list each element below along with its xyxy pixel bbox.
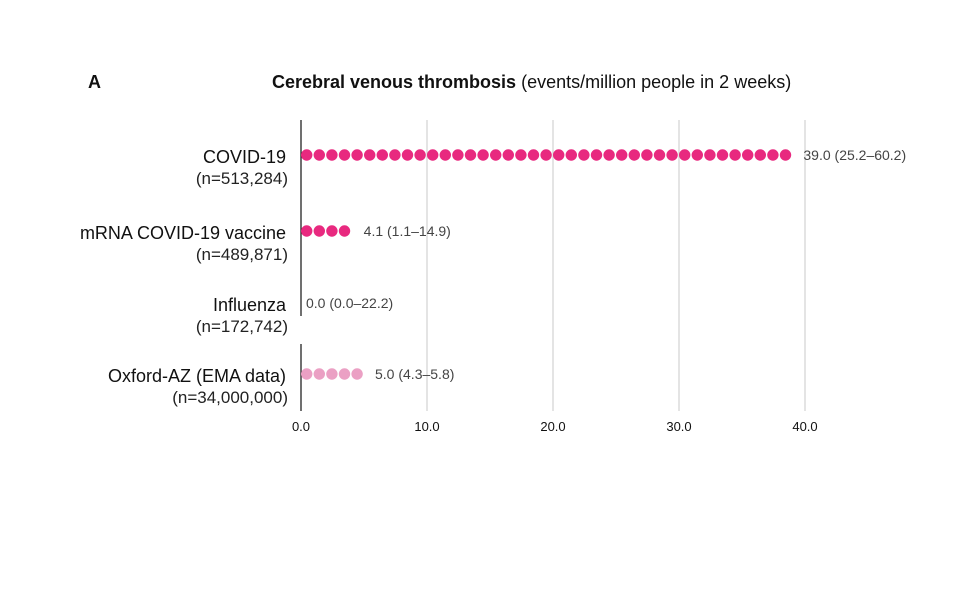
bar-dot — [477, 149, 489, 161]
bar-dot — [565, 149, 577, 161]
x-tick-label: 30.0 — [666, 419, 691, 434]
x-tick-label: 40.0 — [792, 419, 817, 434]
bar-dot — [464, 149, 477, 161]
bar-dot — [338, 225, 351, 237]
chart-title-rest: (events/million people in 2 weeks) — [516, 72, 792, 92]
bar-dot — [616, 149, 628, 161]
bar-dot — [666, 149, 678, 161]
bar-dot — [653, 149, 666, 161]
bar-dot — [376, 149, 388, 161]
bar-dot — [326, 225, 338, 237]
bar-dot — [351, 368, 363, 380]
bar-dot — [767, 149, 779, 161]
bar-dot — [527, 149, 540, 161]
bar-dot — [628, 149, 640, 161]
bar-dot — [716, 149, 729, 161]
category-label: mRNA COVID-19 vaccine — [80, 223, 286, 243]
category-n-label: (n=34,000,000) — [172, 388, 288, 407]
bar-dot — [326, 368, 338, 380]
bar — [301, 149, 792, 161]
bar-dot — [351, 149, 363, 161]
bar-dot — [326, 149, 338, 161]
bar-dot — [439, 149, 451, 161]
category-n-label: (n=513,284) — [196, 169, 288, 188]
x-tick-label: 10.0 — [414, 419, 439, 434]
bar-dot — [452, 149, 464, 161]
bar-dot — [704, 149, 716, 161]
bar-dot — [401, 149, 414, 161]
category-label: Influenza — [213, 295, 287, 315]
bar-dot — [301, 368, 313, 380]
bar-dot — [490, 149, 502, 161]
bar-dot — [641, 149, 653, 161]
data-label: 4.1 (1.1–14.9) — [364, 223, 451, 239]
chart-title-bold: Cerebral venous thrombosis — [272, 72, 517, 92]
bar-dot — [301, 149, 313, 161]
bar-dot — [754, 149, 766, 161]
bar-dot — [691, 149, 703, 161]
bar — [301, 225, 351, 237]
bar-dot — [414, 149, 426, 161]
bar-dot — [729, 149, 741, 161]
bar-dot — [313, 225, 325, 237]
bar-dot — [540, 149, 552, 161]
bar-dot — [389, 149, 401, 161]
panel-label: A — [88, 72, 101, 92]
data-label: 0.0 (0.0–22.2) — [306, 295, 393, 311]
bar-dot — [313, 149, 325, 161]
bar-dot — [779, 149, 792, 161]
bar-dot — [515, 149, 527, 161]
bar-dot — [338, 149, 351, 161]
bar-dot — [553, 149, 565, 161]
category-n-label: (n=489,871) — [196, 245, 288, 264]
bar-dot — [301, 225, 313, 237]
bar-dot — [603, 149, 615, 161]
bar-dot — [578, 149, 590, 161]
category-n-label: (n=172,742) — [196, 317, 288, 336]
bar-dot — [742, 149, 754, 161]
bar-dot — [427, 149, 439, 161]
category-label: Oxford-AZ (EMA data) — [108, 366, 286, 386]
data-label: 5.0 (4.3–5.8) — [375, 366, 454, 382]
chart-title: Cerebral venous thrombosis (events/milli… — [272, 72, 791, 93]
category-label: COVID-19 — [203, 147, 286, 167]
bar-dot — [679, 149, 691, 161]
bar — [301, 368, 363, 380]
x-tick-label: 0.0 — [292, 419, 310, 434]
bar-dot — [590, 149, 603, 161]
x-tick-label: 20.0 — [540, 419, 565, 434]
bar-dot — [502, 149, 514, 161]
bar-dot — [364, 149, 376, 161]
data-label: 39.0 (25.2–60.2) — [803, 147, 906, 163]
bar-dot — [338, 368, 351, 380]
bar-dot — [313, 368, 325, 380]
